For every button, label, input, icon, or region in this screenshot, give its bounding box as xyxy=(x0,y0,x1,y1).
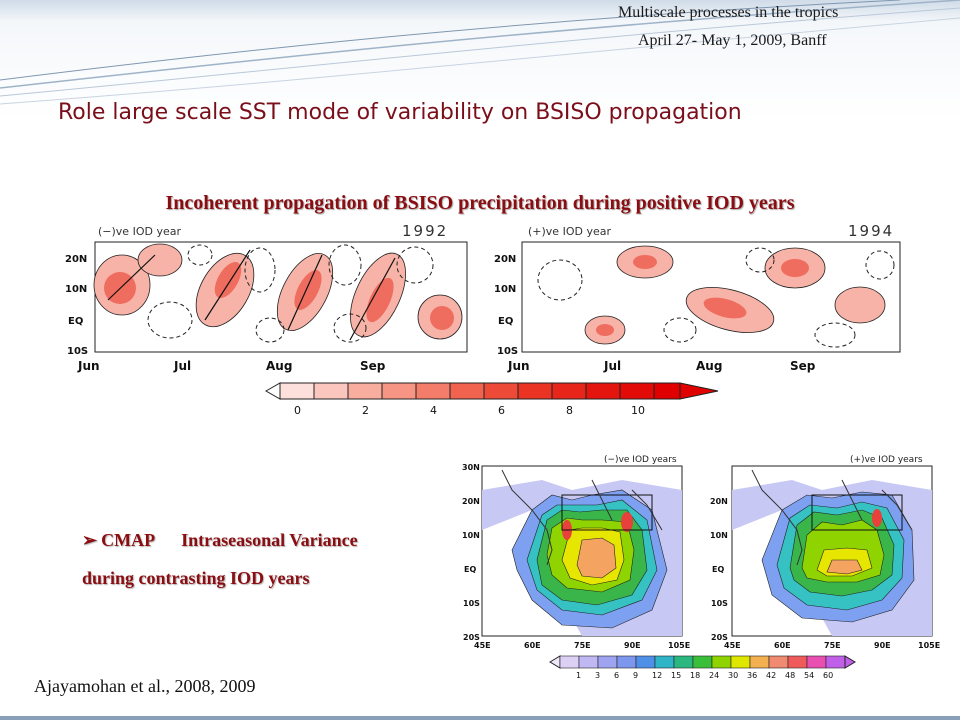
variance-colorbar-tick: 15 xyxy=(671,671,681,680)
variance-colorbar-right-arrow xyxy=(844,655,856,669)
hov-left-xtick: Sep xyxy=(360,359,386,373)
variance-colorbar-tick: 9 xyxy=(633,671,638,680)
variance-colorbar-tick: 12 xyxy=(652,671,662,680)
hov-left-xtick: Aug xyxy=(266,359,292,373)
variance-colorbar-tick: 6 xyxy=(614,671,619,680)
hov-right-xtick: Aug xyxy=(696,359,722,373)
hov-colorbar-tick: 4 xyxy=(430,404,437,417)
variance-colorbar-swatch xyxy=(559,655,580,669)
hov-right-xtick: Jul xyxy=(603,359,621,373)
var-left-ytick: EQ xyxy=(464,565,476,574)
variance-colorbar: 1 3 6 9 12 15 18 24 30 36 42 48 54 60 xyxy=(549,655,856,680)
variance-colorbar-swatch xyxy=(597,655,618,669)
hov-colorbar-tick: 0 xyxy=(294,404,301,417)
conference-dates: April 27- May 1, 2009, Banff xyxy=(638,32,827,49)
hovmoller-left-year: 1992 xyxy=(402,222,448,240)
conference-name: Multiscale processes in the tropics xyxy=(618,4,839,21)
var-right-xtick: 105E xyxy=(918,641,940,650)
variance-colorbar-tick: 18 xyxy=(690,671,700,680)
var-left-ytick: 30N xyxy=(462,463,480,472)
var-right-ytick: 20S xyxy=(711,633,728,642)
variance-colorbar-swatch xyxy=(730,655,751,669)
bullet-line-2: during contrasting IOD years xyxy=(82,568,310,588)
var-left-xtick: 45E xyxy=(474,641,491,650)
hov-right-ytick: 10N xyxy=(494,284,516,295)
hov-left-ytick: EQ xyxy=(68,316,83,327)
bullet-line-1: ➢ CMAP Intraseasonal Variance xyxy=(82,530,358,551)
hov-colorbar-tick: 6 xyxy=(498,404,505,417)
var-left-ytick: 20N xyxy=(462,497,480,506)
hov-right-xtick: Jun xyxy=(507,359,530,373)
var-right-xtick: 75E xyxy=(824,641,841,650)
hovmoller-left-panel: (−)ve IOD year 1992 xyxy=(65,222,468,373)
hovmoller-right-year: 1994 xyxy=(848,222,894,240)
variance-colorbar-tick: 1 xyxy=(576,671,581,680)
variance-colorbar-tick: 42 xyxy=(766,671,776,680)
variance-colorbar-tick: 60 xyxy=(823,671,833,680)
variance-colorbar-swatch xyxy=(825,655,846,669)
variance-colorbar-tick: 36 xyxy=(747,671,757,680)
variance-colorbar-swatch xyxy=(673,655,694,669)
bullet-marker-icon: ➢ xyxy=(82,530,98,550)
var-right-ytick: 10N xyxy=(710,531,728,540)
var-right-xtick: 45E xyxy=(724,641,741,650)
variance-right-map: (+)ve IOD years 20N 10N EQ 10S 20S 45E 6… xyxy=(710,455,940,650)
hovmoller-colorbar: 0 2 4 6 8 10 xyxy=(264,382,719,417)
hovmoller-figure: (−)ve IOD year 1992 xyxy=(60,220,920,420)
hov-left-xtick: Jun xyxy=(77,359,100,373)
var-right-ytick: EQ xyxy=(712,565,724,574)
hovmoller-right-panel: (+)ve IOD year 1994 20N 10N EQ 10S Jun xyxy=(494,222,901,373)
var-right-ytick: 10S xyxy=(711,599,728,608)
citation: Ajayamohan et al., 2008, 2009 xyxy=(34,676,256,696)
variance-colorbar-tick: 24 xyxy=(709,671,719,680)
hov-colorbar-tick: 2 xyxy=(362,404,369,417)
variance-right-label: (+)ve IOD years xyxy=(850,455,923,465)
variance-colorbar-swatch xyxy=(616,655,637,669)
var-right-ytick: 20N xyxy=(710,497,728,506)
hov-left-ytick: 10S xyxy=(67,346,88,357)
variance-colorbar-swatch xyxy=(578,655,599,669)
hovmoller-right-label: (+)ve IOD year xyxy=(528,225,611,238)
hov-left-ytick: 10N xyxy=(65,284,87,295)
variance-colorbar-swatch xyxy=(749,655,770,669)
hov-colorbar-tick: 10 xyxy=(631,404,645,417)
hov-right-ytick: 20N xyxy=(494,254,516,265)
hov-left-xtick: Jul xyxy=(173,359,191,373)
variance-colorbar-tick: 54 xyxy=(804,671,814,680)
variance-colorbar-tick: 48 xyxy=(785,671,795,680)
variance-colorbar-left-arrow xyxy=(549,655,561,669)
var-left-xtick: 90E xyxy=(624,641,641,650)
var-left-xtick: 75E xyxy=(574,641,591,650)
var-right-xtick: 90E xyxy=(874,641,891,650)
bullet-text-1: CMAP Intraseasonal Variance xyxy=(101,530,358,550)
hov-colorbar-tick: 8 xyxy=(566,404,573,417)
var-left-xtick: 60E xyxy=(524,641,541,650)
variance-colorbar-tick: 30 xyxy=(728,671,738,680)
hov-right-ytick: EQ xyxy=(498,316,513,327)
var-left-ytick: 20S xyxy=(463,633,480,642)
hov-left-ytick: 20N xyxy=(65,254,87,265)
variance-left-label: (−)ve IOD years xyxy=(604,455,677,465)
variance-colorbar-tick: 3 xyxy=(595,671,600,680)
variance-colorbar-swatch xyxy=(711,655,732,669)
hov-right-ytick: 10S xyxy=(497,346,518,357)
hovmoller-left-label: (−)ve IOD year xyxy=(98,225,181,238)
var-left-ytick: 10S xyxy=(463,599,480,608)
var-right-xtick: 60E xyxy=(774,641,791,650)
variance-colorbar-swatch xyxy=(806,655,827,669)
slide-title: Role large scale SST mode of variability… xyxy=(58,100,742,125)
variance-colorbar-swatch xyxy=(635,655,656,669)
var-left-ytick: 10N xyxy=(462,531,480,540)
variance-colorbar-swatch xyxy=(768,655,789,669)
variance-colorbar-swatch xyxy=(654,655,675,669)
variance-left-map: (−)ve IOD years 30N 20N 10N EQ 10S 20S 4… xyxy=(462,455,690,650)
variance-figure: (−)ve IOD years 30N 20N 10N EQ 10S 20S 4… xyxy=(452,450,940,686)
var-left-xtick: 105E xyxy=(668,641,690,650)
variance-colorbar-swatch xyxy=(787,655,808,669)
variance-colorbar-swatch xyxy=(692,655,713,669)
hov-right-xtick: Sep xyxy=(790,359,816,373)
hovmoller-heading: Incoherent propagation of BSISO precipit… xyxy=(165,192,795,214)
